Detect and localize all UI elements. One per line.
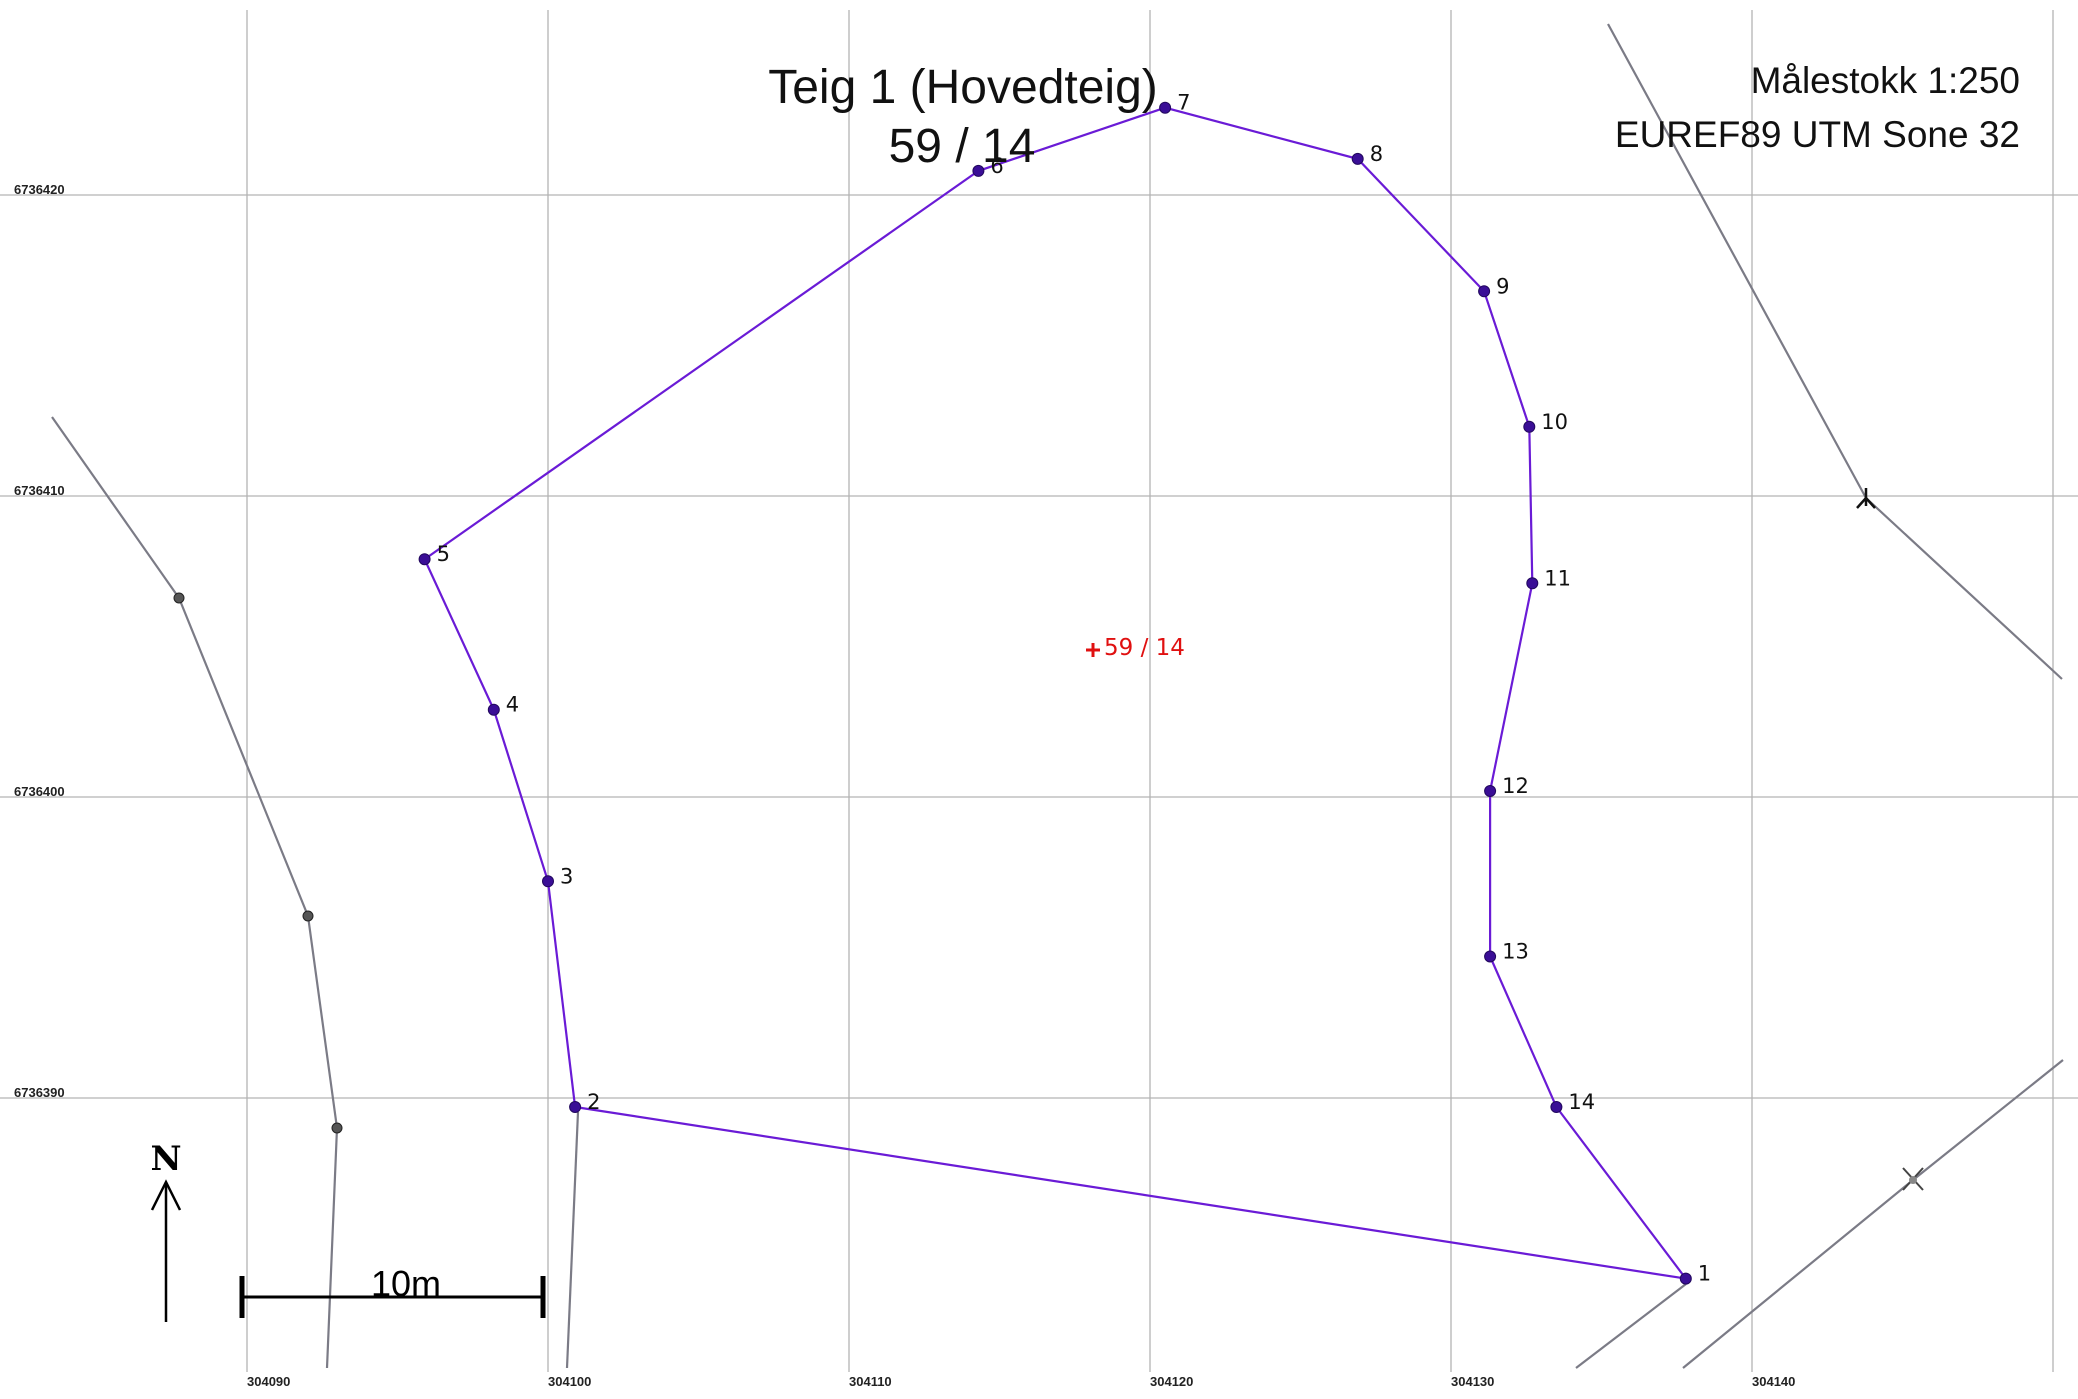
neighbour-point <box>173 592 185 604</box>
boundary-point-label: 10 <box>1541 410 1568 434</box>
parcel-number-label: 59 / 14 <box>1104 635 1185 661</box>
boundary-point-label: 4 <box>506 693 519 717</box>
neighbour-boundary-center <box>565 1111 580 1369</box>
boundary-point-label: 11 <box>1544 566 1571 590</box>
boundary-point <box>487 703 500 716</box>
boundary-point-label: 9 <box>1496 274 1509 298</box>
map-scale-text: Målestokk 1:250 <box>1751 60 2020 101</box>
north-arrow-icon <box>150 1179 182 1322</box>
boundary-point-label: 1 <box>1698 1262 1711 1286</box>
boundary-point <box>1478 285 1491 298</box>
boundary-point <box>1550 1101 1563 1113</box>
boundary-point <box>569 1101 582 1113</box>
north-label: N <box>150 1139 181 1179</box>
x-tick-label: 304140 <box>1752 1374 1795 1389</box>
neighbour-boundary-southeast-a <box>1575 1283 1687 1369</box>
survey-marker-icon <box>1856 488 1876 509</box>
map-title: Teig 1 (Hovedteig) <box>768 61 1158 114</box>
boundary-point-label: 3 <box>560 864 573 888</box>
boundary-point-label: 6 <box>990 154 1003 178</box>
boundary-point-label: 8 <box>1370 142 1383 166</box>
neighbour-boundaries <box>51 23 2064 1369</box>
neighbour-boundary-west <box>51 416 339 1369</box>
boundary-point <box>542 875 554 888</box>
y-tick-label: 6736410 <box>14 483 65 498</box>
x-tick-label: 304110 <box>849 1374 892 1389</box>
boundary-point <box>1523 420 1536 433</box>
boundary-point-label: 13 <box>1502 940 1529 964</box>
boundary-point <box>972 164 985 177</box>
x-tick-label: 304090 <box>247 1374 290 1389</box>
boundary-point <box>1526 577 1539 590</box>
boundary-point <box>1679 1272 1692 1285</box>
y-tick-label: 6736400 <box>14 784 65 799</box>
parcel-centroid-icon <box>1086 643 1100 657</box>
boundary-point <box>1484 785 1497 797</box>
boundary-point-label: 5 <box>437 542 450 566</box>
neighbour-boundary-southeast-b <box>1682 1059 2064 1369</box>
x-tick-label: 304120 <box>1150 1374 1193 1389</box>
map-crs-text: EUREF89 UTM Sone 32 <box>1615 114 2020 155</box>
coordinate-grid <box>0 10 2078 1372</box>
map-subtitle: 59 / 14 <box>889 120 1036 173</box>
y-tick-label: 6736420 <box>14 182 65 197</box>
boundary-point-label: 14 <box>1568 1090 1595 1114</box>
tick-labels: 304090 304100 304110 304120 304130 30414… <box>14 182 1795 1389</box>
boundary-point-label: 12 <box>1502 774 1529 798</box>
boundary-point-label: 7 <box>1177 91 1190 115</box>
parcel-label: 59 / 14 <box>1086 635 1185 661</box>
boundary-point <box>1484 950 1497 963</box>
boundary-point <box>418 553 431 566</box>
boundary-point <box>1351 152 1364 165</box>
x-tick-label: 304130 <box>1451 1374 1494 1389</box>
scale-bar-label: 10m <box>371 1263 441 1304</box>
boundary-point-label: 2 <box>587 1090 600 1114</box>
neighbour-point <box>331 1122 343 1134</box>
neighbour-point <box>302 910 314 922</box>
cross-marker-icon <box>1902 1167 1924 1191</box>
y-tick-label: 6736390 <box>14 1085 65 1100</box>
x-tick-label: 304100 <box>548 1374 591 1389</box>
scale-bar <box>239 1276 546 1318</box>
boundary-point <box>1159 101 1172 114</box>
